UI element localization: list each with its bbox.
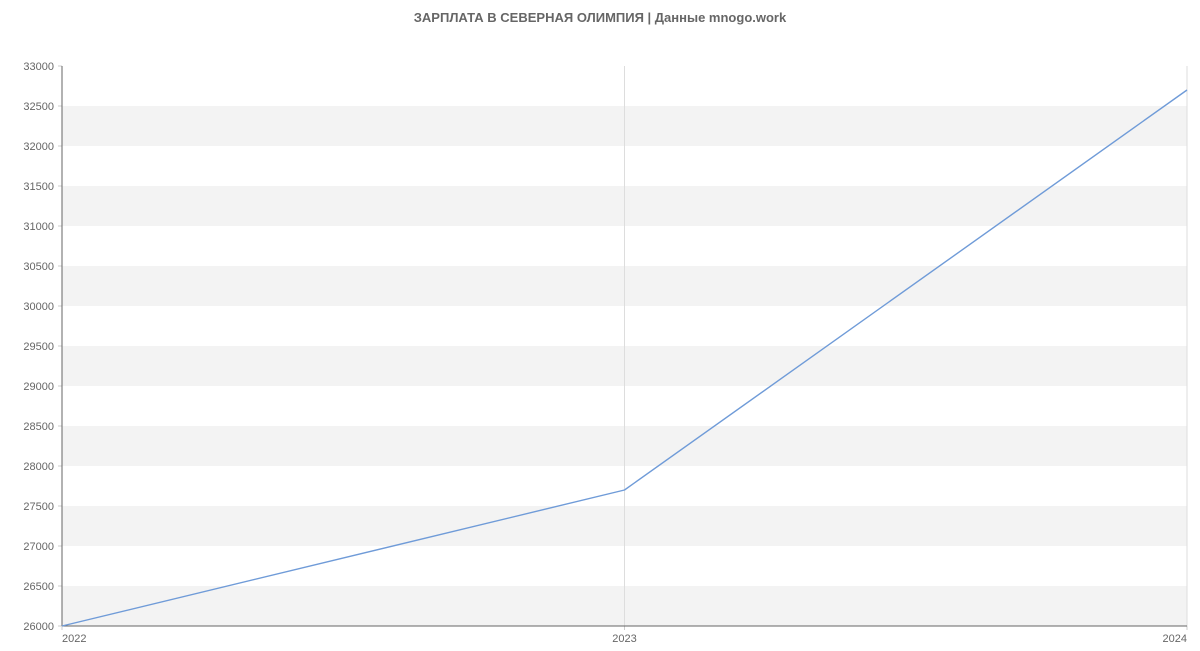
y-tick-label: 30000 xyxy=(23,301,54,313)
y-tick-label: 32000 xyxy=(23,141,54,153)
y-tick-label: 33000 xyxy=(23,61,54,73)
y-tick-label: 26000 xyxy=(23,621,54,633)
chart-area: 26000 26500 27000 27500 28000 28500 29000 29500… xyxy=(0,31,1200,651)
y-tick-label: 27000 xyxy=(23,541,54,553)
y-tick-label: 28500 xyxy=(23,421,54,433)
y-tick-label: 28000 xyxy=(23,461,54,473)
y-tick-label: 29500 xyxy=(23,341,54,353)
y-tick-label: 27500 xyxy=(23,501,54,513)
y-tick-label: 30500 xyxy=(23,261,54,273)
x-tick-label: 2022 xyxy=(62,633,86,645)
y-tick-label: 31000 xyxy=(23,221,54,233)
y-tick-label: 29000 xyxy=(23,381,54,393)
chart-svg: 26000 26500 27000 27500 28000 28500 29000 29500… xyxy=(0,31,1200,651)
y-tick-label: 32500 xyxy=(23,101,54,113)
x-tick-label: 2023 xyxy=(612,633,636,645)
x-tick-label: 2024 xyxy=(1163,633,1187,645)
chart-title: ЗАРПЛАТА В СЕВЕРНАЯ ОЛИМПИЯ | Данные mno… xyxy=(0,0,1200,31)
y-tick-label: 26500 xyxy=(23,581,54,593)
y-tick-label: 31500 xyxy=(23,181,54,193)
